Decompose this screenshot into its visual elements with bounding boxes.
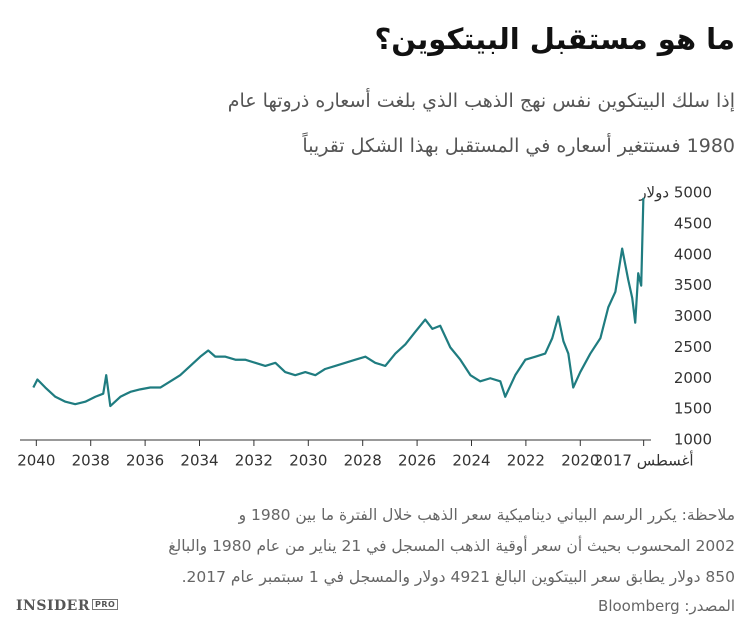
- note: 2002 المحسوب بحيث أن سعر أوقية الذهب الم…: [168, 537, 735, 555]
- x-tick-label: 2024: [452, 452, 490, 470]
- title: ما هو مستقبل البيتكوين؟: [374, 22, 735, 56]
- note: ملاحظة: يكرر الرسم البياني ديناميكية سعر…: [238, 506, 735, 524]
- y-tick-label: 3500: [674, 276, 712, 294]
- source: المصدر: Bloomberg: [598, 597, 735, 615]
- subtitle: إذا سلك البيتكوين نفس نهج الذهب الذي بلغ…: [227, 90, 735, 112]
- y-tick-label: 3000: [674, 307, 712, 325]
- logo-badge: PRO: [91, 599, 119, 610]
- x-tick-label: 2040: [17, 452, 55, 470]
- x-tick-label: 2036: [126, 452, 164, 470]
- x-tick-label: أغسطس 2017: [594, 451, 694, 470]
- y-tick-label: 2500: [674, 338, 712, 356]
- x-tick-label: 2022: [507, 452, 545, 470]
- x-tick-label: 2038: [72, 452, 110, 470]
- y-tick-label: 1500: [674, 400, 712, 418]
- x-tick-label: 2032: [235, 452, 273, 470]
- logo-text: INSIDER: [16, 598, 90, 614]
- x-tick-label: 2028: [344, 452, 382, 470]
- y-tick-label: 5000 دولار: [638, 184, 712, 202]
- y-tick-label: 1000: [674, 431, 712, 449]
- note: 850 دولار يطابق سعر البيتكوين البالغ 492…: [181, 568, 735, 586]
- x-tick-label: 2030: [289, 452, 327, 470]
- subtitle: 1980 فستتغير أسعاره في المستقبل بهذا الش…: [302, 135, 735, 157]
- x-tick-label: 2020: [561, 452, 599, 470]
- y-tick-label: 2000: [674, 369, 712, 387]
- x-tick-label: 2026: [398, 452, 436, 470]
- y-tick-label: 4500: [674, 214, 712, 232]
- logo: INSIDER PRO: [16, 598, 119, 614]
- chart: 1000 1500 2000 2500 3000 3500 4000 4500 5000 دول…: [17, 184, 712, 470]
- y-tick-label: 4000: [674, 245, 712, 263]
- x-tick-label: 2034: [180, 452, 218, 470]
- line-series: [32, 197, 645, 408]
